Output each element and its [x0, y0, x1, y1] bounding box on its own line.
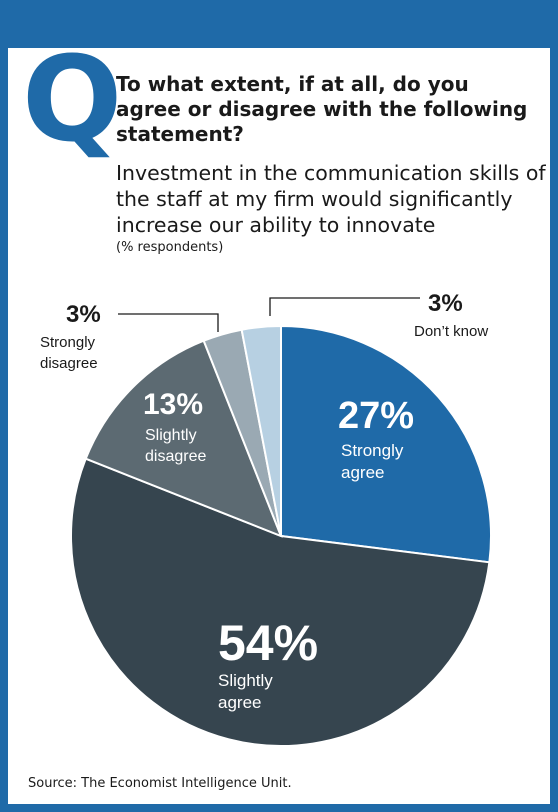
leader-line-dont-know — [269, 297, 420, 316]
data-label-slightly-agree-value: 54% — [218, 615, 318, 671]
data-label-strongly-agree-value: 27% — [338, 395, 414, 437]
q-letter-logo: Q — [22, 30, 122, 168]
data-label-strongly-disagree-value: 3% — [66, 301, 101, 328]
data-label-strongly-agree-line2: agree — [341, 463, 384, 482]
leader-line-strongly-disagree — [118, 313, 219, 332]
pie-slices: Strongly agreeSlightly agreeSlightly dis… — [70, 324, 492, 747]
pie-slice-dont-know — [240, 324, 282, 537]
data-label-slightly-disagree-line2: disagree — [145, 448, 206, 465]
data-label-dont-know-name: Don’t know — [414, 323, 488, 340]
unit-label: (% respondents) — [116, 240, 224, 255]
data-label-slightly-disagree-line1: Slightly — [145, 427, 197, 444]
pie-slice-strongly-agree: Strongly agree — [280, 324, 492, 564]
data-label-strongly-disagree-line1: Strongly — [40, 334, 96, 351]
question-text: To what extent, if at all, do you agree … — [116, 72, 528, 146]
source-note: Source: The Economist Intelligence Unit. — [28, 776, 292, 791]
statement-text: Investment in the communication skills o… — [116, 161, 546, 237]
data-label-slightly-agree-line2: agree — [218, 693, 261, 712]
data-label-strongly-agree-line1: Strongly — [341, 441, 404, 460]
data-label-strongly-disagree-line2: disagree — [40, 355, 98, 372]
pie-slice-slightly-disagree: Slightly disagree — [84, 339, 283, 538]
pie-labels: 27%Stronglyagree54%Slightlyagree13%Sligh… — [40, 290, 488, 712]
data-label-slightly-disagree-value: 13% — [143, 388, 203, 421]
pie-slice-slightly-agree: Slightly agree — [70, 457, 491, 747]
data-label-slightly-agree-line1: Slightly — [218, 671, 273, 690]
data-label-dont-know-value: 3% — [428, 290, 463, 317]
